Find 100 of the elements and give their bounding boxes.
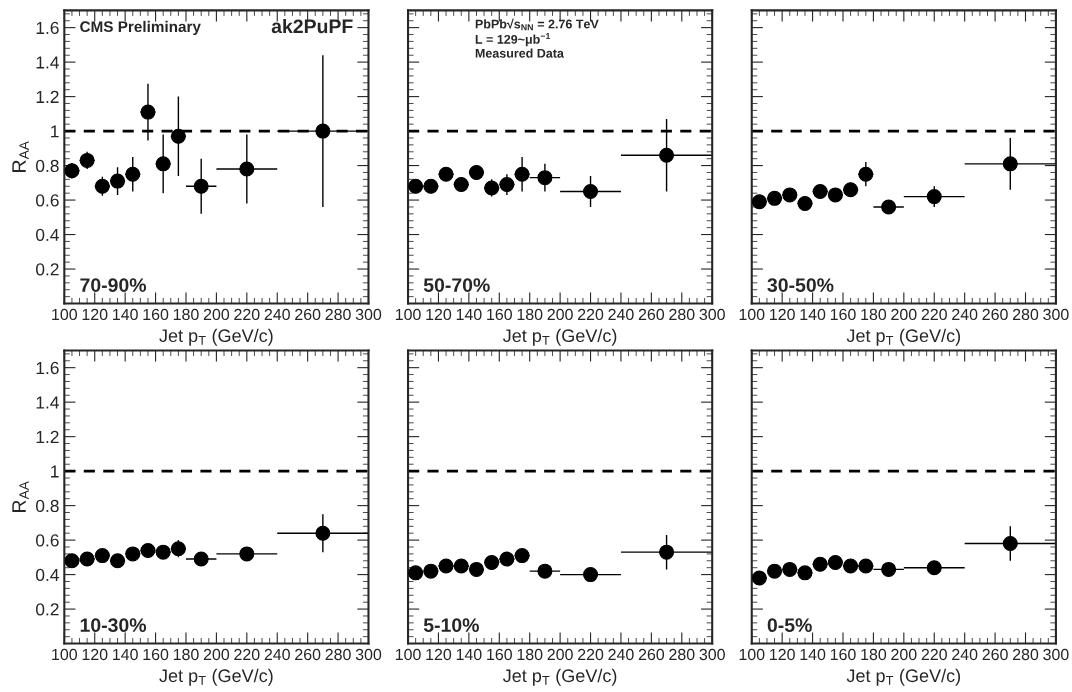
y-tick-label: 1.4 <box>36 396 59 409</box>
y-axis-title: R$_{AA}$ <box>12 141 29 172</box>
x-axis-title: Jet p$_{T}$ (GeV/c) <box>846 668 961 686</box>
x-tick-label: 240 <box>264 648 290 661</box>
y-tick-label: 0.6 <box>36 534 59 547</box>
x-tick-label: 140 <box>113 648 138 661</box>
x-tick-label: 140 <box>456 308 482 321</box>
annotation: PbPb√s$_{NN}$ = 2.76 TeV <box>475 18 599 31</box>
x-tick-label: 220 <box>578 308 604 321</box>
x-tick-label: 120 <box>426 648 452 661</box>
y-axis-title: R$_{AA}$ <box>12 481 29 512</box>
y-tick-label: 0.4 <box>36 228 59 242</box>
x-tick-label: 200 <box>203 308 230 321</box>
x-tick-label: 300 <box>699 648 725 661</box>
x-tick-label: 160 <box>830 648 856 661</box>
y-tick-label: 1 <box>51 125 59 138</box>
y-tick-label: 1 <box>51 465 59 478</box>
x-tick-label: 200 <box>891 308 917 321</box>
x-tick-label: 160 <box>830 308 856 321</box>
x-tick-label: 100 <box>52 648 78 661</box>
y-tick-label: 1.4 <box>36 56 59 69</box>
x-axis-title: Jet p$_{T}$ (GeV/c) <box>502 328 617 346</box>
x-tick-label: 100 <box>395 308 421 321</box>
x-tick-label: 140 <box>456 648 482 661</box>
x-tick-label: 180 <box>861 648 887 661</box>
x-tick-label: 260 <box>638 308 665 321</box>
annotation: 70-90% <box>80 278 147 292</box>
annotation: 30-50% <box>767 278 834 293</box>
x-tick-label: 140 <box>800 648 826 661</box>
x-tick-label: 220 <box>234 308 260 321</box>
annotation: Measured Data <box>475 48 564 58</box>
x-tick-label: 120 <box>770 308 795 321</box>
x-tick-label: 140 <box>113 308 138 321</box>
x-tick-label: 220 <box>578 648 604 661</box>
x-tick-label: 200 <box>203 648 230 661</box>
x-tick-label: 240 <box>952 308 978 321</box>
annotation: 5-10% <box>423 618 479 633</box>
x-tick-label: 220 <box>234 648 260 661</box>
x-tick-label: 240 <box>608 308 634 321</box>
annotation: 0-5% <box>767 618 812 633</box>
x-tick-label: 200 <box>891 648 917 661</box>
x-tick-label: 160 <box>487 308 512 321</box>
x-tick-label: 260 <box>982 648 1008 661</box>
x-tick-label: 240 <box>608 648 634 661</box>
x-tick-label: 220 <box>921 648 947 661</box>
x-tick-label: 200 <box>547 648 573 661</box>
x-tick-label: 300 <box>1043 648 1069 661</box>
x-tick-label: 300 <box>699 308 725 321</box>
x-tick-label: 180 <box>517 308 543 321</box>
x-tick-label: 120 <box>82 308 108 321</box>
x-tick-label: 300 <box>355 648 382 661</box>
x-axis-title: Jet p$_{T}$ (GeV/c) <box>159 328 273 346</box>
x-tick-label: 280 <box>669 648 695 661</box>
x-tick-label: 260 <box>295 648 321 661</box>
y-tick-label: 0.2 <box>36 263 59 276</box>
x-tick-label: 280 <box>1012 308 1039 321</box>
annotation: L = 129~μb$^{−1}$ <box>475 33 551 47</box>
x-axis-title: Jet p$_{T}$ (GeV/c) <box>159 668 273 686</box>
x-axis-title: Jet p$_{T}$ (GeV/c) <box>502 668 617 686</box>
x-tick-label: 120 <box>770 648 795 661</box>
x-tick-label: 100 <box>739 648 765 661</box>
annotation: CMS Preliminary <box>80 20 201 36</box>
x-tick-label: 220 <box>921 308 947 321</box>
annotation: ak2PuPF <box>271 18 353 34</box>
y-tick-label: 1.2 <box>36 430 59 443</box>
x-tick-label: 180 <box>173 308 199 321</box>
y-tick-label: 0.2 <box>36 603 59 616</box>
annotation: 50-70% <box>423 278 490 292</box>
x-tick-label: 260 <box>638 648 665 661</box>
x-tick-label: 280 <box>325 308 351 321</box>
x-tick-label: 240 <box>264 308 290 321</box>
x-tick-label: 180 <box>861 308 887 321</box>
x-tick-label: 120 <box>426 308 452 321</box>
x-tick-label: 100 <box>395 648 421 661</box>
x-tick-label: 280 <box>325 648 351 661</box>
x-tick-label: 100 <box>52 308 78 321</box>
x-tick-label: 100 <box>739 308 765 321</box>
y-tick-label: 0.8 <box>36 159 59 173</box>
x-tick-label: 180 <box>517 648 543 661</box>
x-axis-title: Jet p$_{T}$ (GeV/c) <box>846 328 961 346</box>
annotation: 10-30% <box>80 618 147 633</box>
x-tick-label: 120 <box>82 648 108 661</box>
y-tick-label: 1.6 <box>36 21 59 35</box>
x-tick-label: 160 <box>143 648 169 661</box>
x-tick-label: 300 <box>1043 308 1069 321</box>
y-tick-label: 0.6 <box>36 194 59 207</box>
x-tick-label: 140 <box>800 308 826 321</box>
x-tick-label: 260 <box>982 308 1008 321</box>
y-tick-label: 1.6 <box>36 361 59 375</box>
x-tick-label: 160 <box>143 308 169 321</box>
x-tick-label: 160 <box>487 648 512 661</box>
x-tick-label: 180 <box>173 648 199 661</box>
y-tick-label: 0.4 <box>36 568 59 582</box>
x-tick-label: 280 <box>669 308 695 321</box>
x-tick-label: 260 <box>295 308 321 321</box>
x-tick-label: 200 <box>547 308 573 321</box>
x-tick-label: 300 <box>355 308 382 321</box>
y-tick-label: 0.8 <box>36 499 59 513</box>
x-tick-label: 240 <box>952 648 978 661</box>
x-tick-label: 280 <box>1012 648 1039 661</box>
